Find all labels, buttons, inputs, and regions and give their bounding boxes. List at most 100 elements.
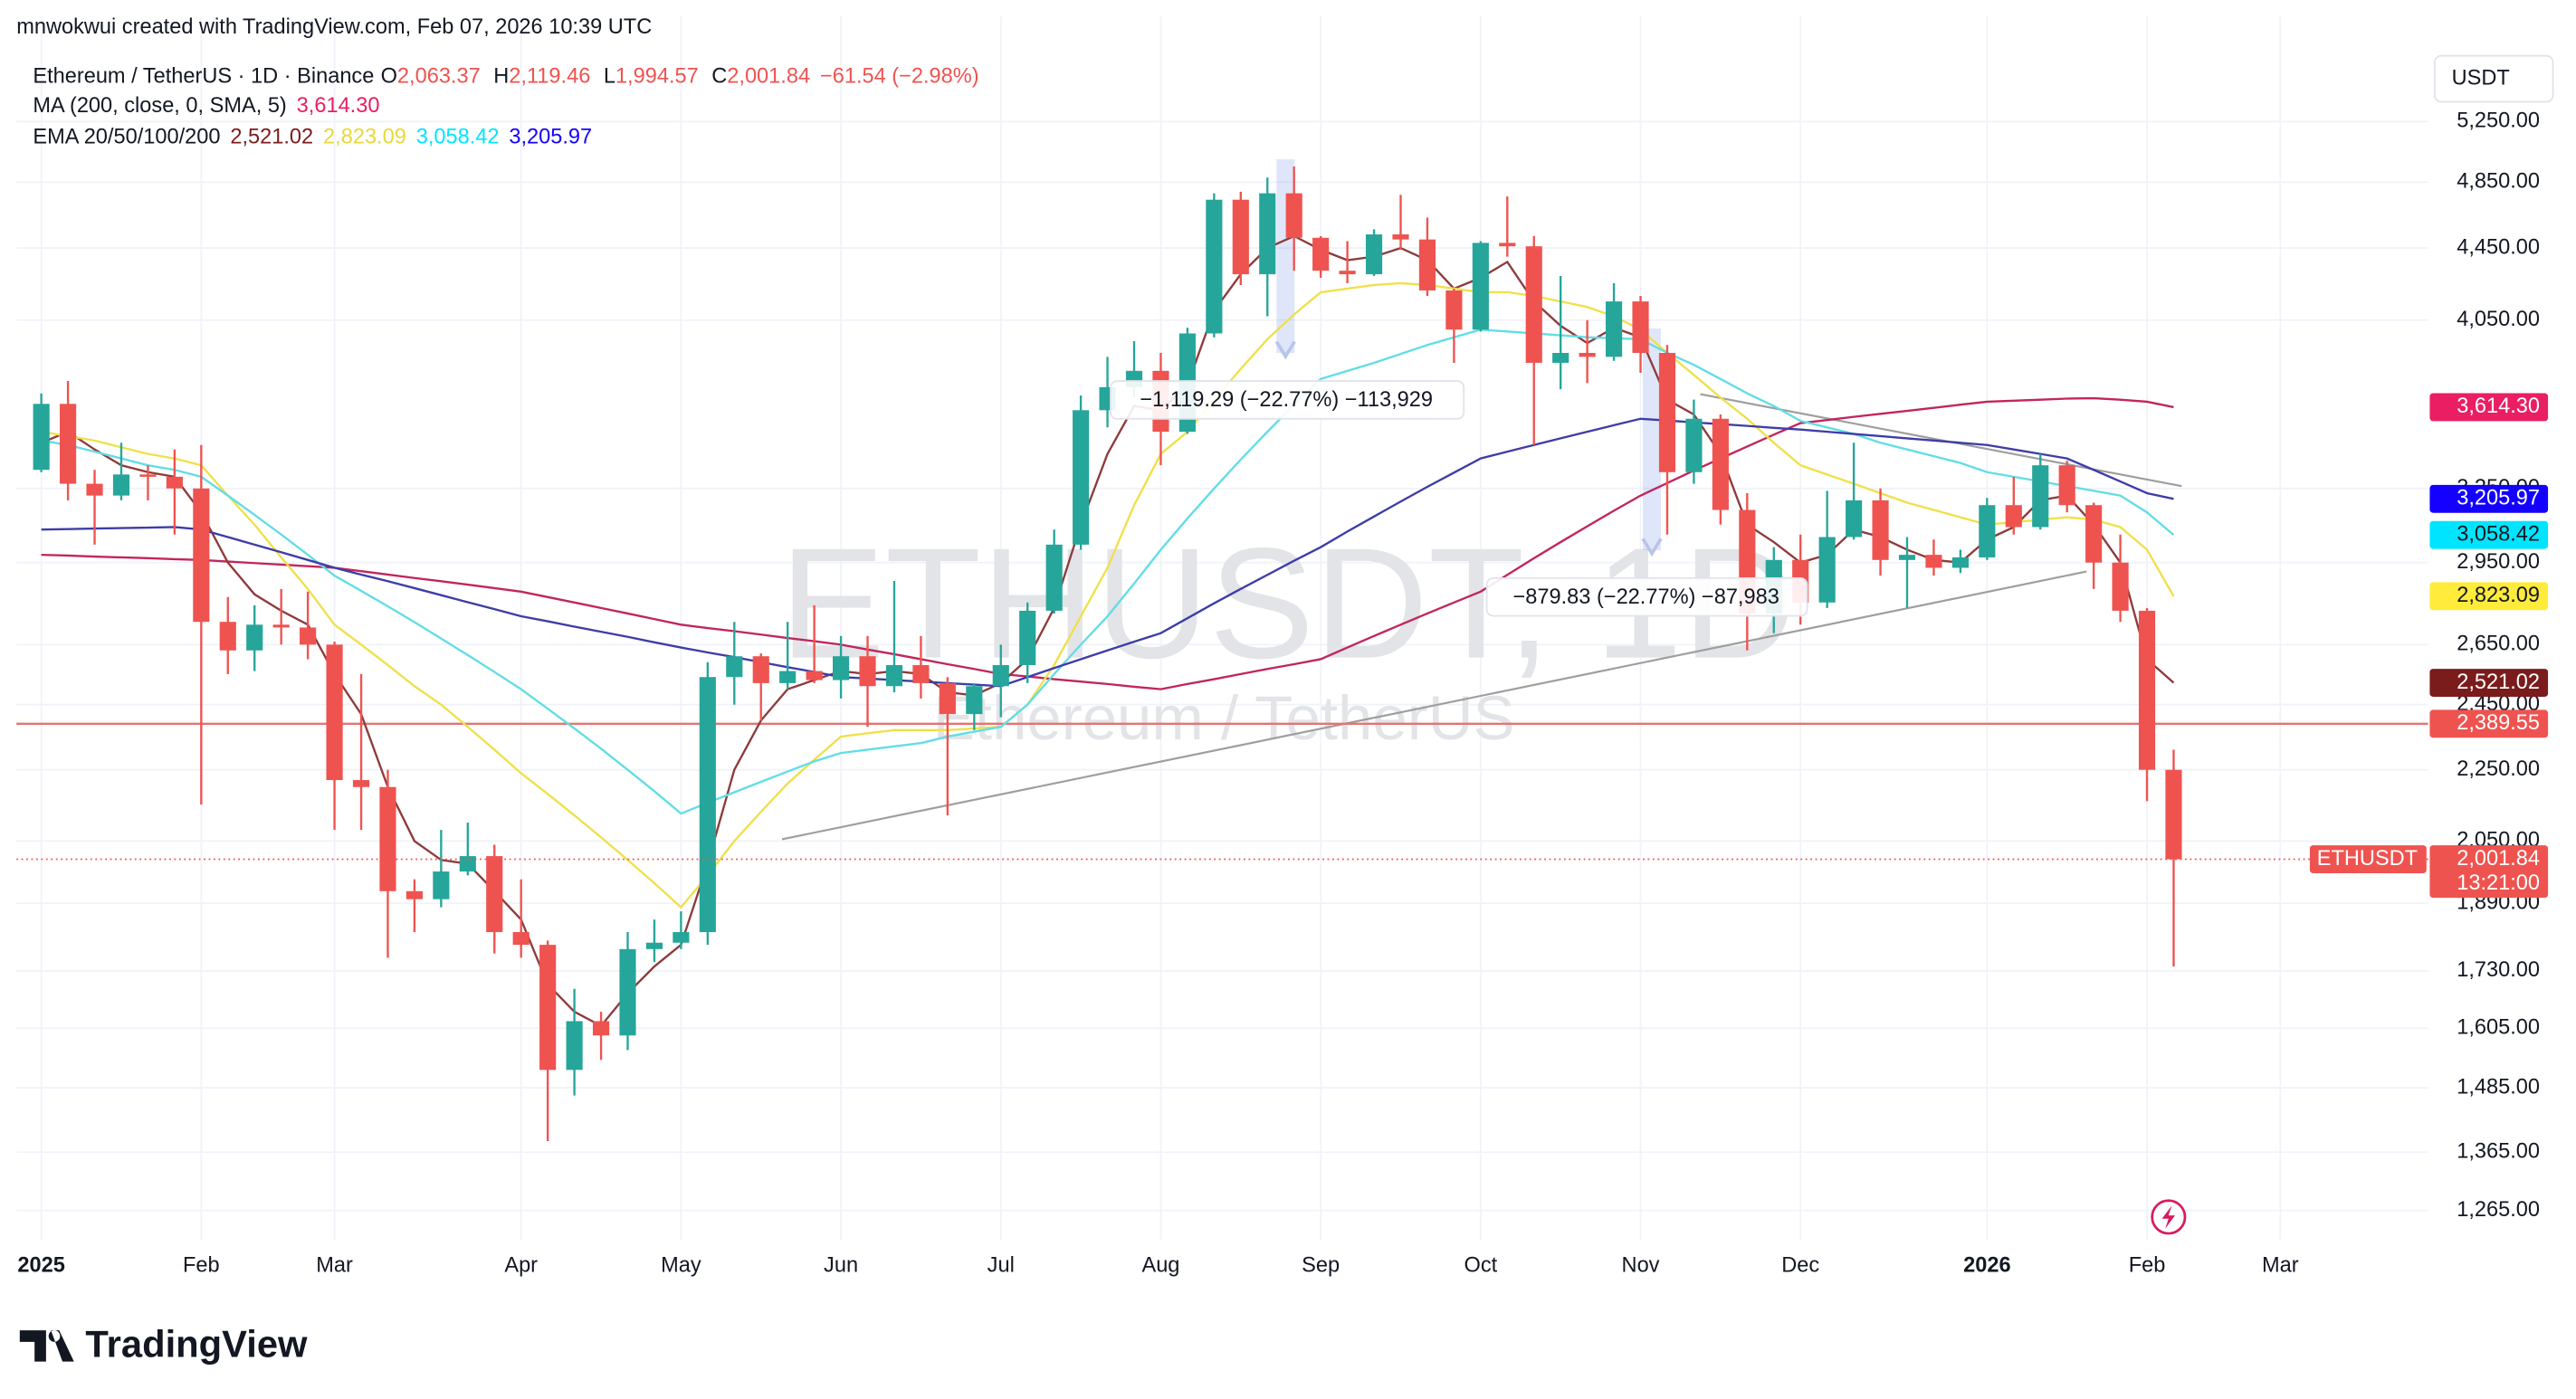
candle-body <box>833 656 850 680</box>
candle-body <box>1846 500 1863 538</box>
candle-body <box>139 474 157 477</box>
candle-body <box>939 682 956 715</box>
icon-bolt[interactable] <box>2161 1205 2176 1229</box>
candle-body <box>1552 352 1569 363</box>
replay-icon[interactable] <box>2151 1199 2187 1235</box>
candle-body <box>2165 769 2182 860</box>
candle-body <box>193 488 210 623</box>
currency-box[interactable] <box>2433 54 2554 103</box>
y-tick-label: 4,450.00 <box>2457 234 2540 258</box>
candle-body <box>219 622 236 651</box>
candle-body <box>326 644 343 781</box>
candle-body <box>300 627 317 645</box>
ohlc-value: 2,001.84 <box>727 64 810 88</box>
candle-body <box>486 856 503 933</box>
symbol: Ethereum / TetherUS · 1D · Binance <box>33 64 374 88</box>
price-tag-label: 3,205.97 <box>2457 486 2540 509</box>
currency[interactable]: USDT <box>2452 65 2510 89</box>
candle-body <box>1472 243 1489 330</box>
y-tick-label: 4,850.00 <box>2457 169 2540 193</box>
candle-body <box>1206 199 1223 334</box>
measure-box <box>1110 380 1465 420</box>
candle-body <box>1259 193 1276 275</box>
trend-line <box>781 570 2087 841</box>
candle-body <box>512 932 530 946</box>
brand-logo <box>19 1330 74 1362</box>
candle-body <box>859 656 876 687</box>
measure-arrow <box>1274 340 1296 360</box>
candle-body <box>459 856 476 872</box>
candle-body <box>1579 352 1596 357</box>
candle-body <box>1898 555 1916 560</box>
x-tick-label: Jun <box>824 1253 858 1277</box>
candle-body <box>433 871 450 899</box>
indicator-line <box>41 396 2174 690</box>
indicator-label: EMA 20/50/100/200 <box>33 125 220 148</box>
y-tick-label: 1,485.00 <box>2457 1074 2540 1098</box>
ohlc-key: O <box>381 64 397 88</box>
symbol-legend: Ethereum / TetherUS · 1D · Binance O2,063… <box>33 64 978 88</box>
x-tick-label: Nov <box>1622 1253 1660 1277</box>
indicator-legend: MA (200, close, 0, SMA, 5) 3,614.30 EMA 20… <box>33 93 592 148</box>
price-tag <box>2429 520 2549 549</box>
candle-body <box>1658 352 1676 472</box>
candle-body <box>1979 505 1996 557</box>
y-tick-label: 2,650.00 <box>2457 632 2540 655</box>
measure-label: −879.83 (−22.77%) −87,983 <box>1513 585 1779 608</box>
candle-body <box>352 780 370 787</box>
y-tick-label: 5,250.00 <box>2457 109 2540 132</box>
measure-label: −1,119.29 (−22.77%) −113,929 <box>1140 387 1433 411</box>
candle-body <box>1232 199 1249 275</box>
price-tag <box>2429 709 2549 738</box>
candle-body <box>752 656 769 683</box>
candle-body <box>806 671 823 680</box>
x-tick-label: 2026 <box>1963 1253 2010 1277</box>
candle-body <box>673 932 690 943</box>
x-tick-label: 2025 <box>17 1253 64 1277</box>
candle-body <box>379 786 396 891</box>
series-layer <box>16 167 2428 1141</box>
candle-body <box>86 483 103 496</box>
candle-body <box>2005 505 2022 528</box>
x-tick-label: Feb <box>2129 1253 2166 1277</box>
x-tick-label: Apr <box>504 1253 538 1277</box>
x-tick-label: Dec <box>1781 1253 1819 1277</box>
candle-body <box>33 404 50 471</box>
candle-body <box>1045 544 1063 611</box>
candle-body <box>779 671 797 683</box>
candle-body <box>272 624 290 628</box>
x-tick-label: Mar <box>316 1253 353 1277</box>
candle-body <box>1925 555 1942 568</box>
change: −61.54 (−2.98%) <box>820 64 979 88</box>
last-price-label: 2,001.84 <box>2457 846 2540 870</box>
price-tag <box>2429 669 2549 697</box>
y-tick-label: 2,250.00 <box>2457 757 2540 780</box>
candle-body <box>1818 537 1836 603</box>
y-tick-label: 1,265.00 <box>2457 1197 2540 1221</box>
ohlc-value: 2,063.37 <box>397 64 481 88</box>
indicator-legend-row: MA (200, close, 0, SMA, 5) 3,614.30 <box>33 93 379 117</box>
indicator-legend-row: EMA 20/50/100/200 2,521.02 2,823.09 3,058.4… <box>33 125 592 148</box>
candle-body <box>2058 465 2075 506</box>
indicator-line <box>41 281 2175 909</box>
candle-body <box>1605 301 1623 357</box>
candle-body <box>539 945 557 1071</box>
candle-body <box>1685 418 1703 472</box>
measure-box <box>1485 576 1808 617</box>
candle-body <box>1073 410 1090 545</box>
y-tick-label: 1,605.00 <box>2457 1015 2540 1039</box>
price-tag <box>2429 582 2549 611</box>
x-tick-label: Jul <box>987 1253 1015 1277</box>
candle-body <box>619 948 636 1036</box>
candle-body <box>2032 465 2049 528</box>
price-tags: 3,614.30 2,521.02 2,823.09 3,058.42 3,205.97… <box>2309 393 2549 899</box>
candle-body <box>912 664 930 683</box>
ohlc-value: 2,119.46 <box>509 64 590 88</box>
x-tick-label: Oct <box>1464 1253 1497 1277</box>
candle-body <box>1951 557 1969 568</box>
measure-range <box>1276 159 1295 354</box>
candle-body <box>405 890 423 899</box>
candle-body <box>1418 239 1436 290</box>
